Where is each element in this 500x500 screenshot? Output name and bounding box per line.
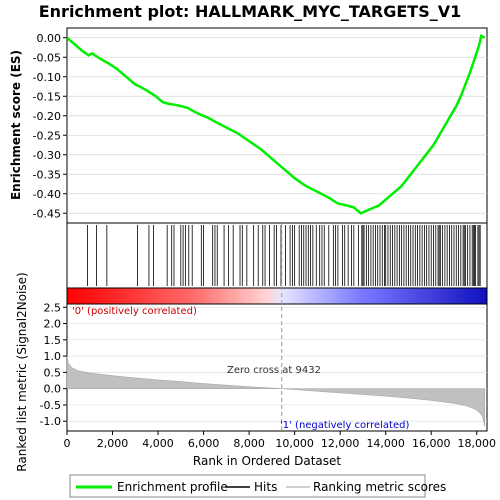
hits-panel-frame xyxy=(66,222,488,289)
es-y-tick-label: -0.45 xyxy=(33,207,61,220)
es-gridlines xyxy=(67,37,487,214)
metric-y-tick-label: -0.5 xyxy=(40,399,61,412)
es-y-tick-label: -0.10 xyxy=(33,71,61,84)
es-y-tick-label: -0.25 xyxy=(33,129,61,142)
metric-panel: 2.5 2.0 1.5 1.0 0.5 0.0 -0.5 -1.0 0 2,000 4,000 6,… xyxy=(15,223,496,472)
es-y-axis: 0.00 -0.05 -0.10 -0.15 -0.20 -0.25 -0.30 -0.35 -… xyxy=(33,32,67,220)
x-tick-label: 2,000 xyxy=(97,437,129,450)
chart-title: Enrichment plot: HALLMARK_MYC_TARGETS_V1 xyxy=(39,2,462,21)
legend-label-hits: Hits xyxy=(254,480,277,494)
es-y-tick-label: -0.15 xyxy=(33,90,61,103)
x-tick-label: 8,000 xyxy=(233,437,265,450)
es-y-tick-label: -0.35 xyxy=(33,168,61,181)
hits-lines xyxy=(87,225,481,286)
es-panel-frame xyxy=(66,27,488,224)
x-tick-label: 12,000 xyxy=(321,437,360,450)
zero-cross-label: Zero cross at 9432 xyxy=(227,365,321,376)
x-tick-label: 0 xyxy=(64,437,71,450)
ranking-metric-area xyxy=(66,356,485,427)
metric-x-axis: 0 2,000 4,000 6,000 8,000 10,000 12,000 14,000 1… xyxy=(64,431,497,450)
es-y-tick-label: -0.20 xyxy=(33,110,61,123)
es-y-tick-label: -0.30 xyxy=(33,149,61,162)
es-y-axis-label: Enrichment score (ES) xyxy=(9,50,23,200)
es-y-tick-label: -0.40 xyxy=(33,188,61,201)
x-tick-label: 16,000 xyxy=(412,437,451,450)
es-panel: 0.00 -0.05 -0.10 -0.15 -0.20 -0.25 -0.30 -0.35 -… xyxy=(9,27,488,224)
x-tick-label: 6,000 xyxy=(188,437,220,450)
x-axis-label: Rank in Ordered Dataset xyxy=(193,454,341,468)
metric-y-axis: 2.5 2.0 1.5 1.0 0.5 0.0 -0.5 -1.0 xyxy=(40,301,67,428)
es-y-tick-label: 0.00 xyxy=(37,32,62,45)
metric-y-tick-label: 2.0 xyxy=(44,318,62,331)
metric-y-tick-label: 0.5 xyxy=(44,366,62,379)
rank-color-bar xyxy=(66,287,488,305)
legend-frame xyxy=(69,474,426,498)
x-tick-label: 14,000 xyxy=(366,437,405,450)
legend: Enrichment profile Hits Ranking metric s… xyxy=(69,474,446,498)
metric-y-tick-label: 1.5 xyxy=(44,334,62,347)
metric-y-tick-label: 2.5 xyxy=(44,301,62,314)
metric-y-tick-label: -1.0 xyxy=(40,415,61,428)
legend-label-enrichment-profile: Enrichment profile xyxy=(117,480,228,494)
enrichment-profile-line xyxy=(66,33,486,215)
metric-y-tick-label: 1.0 xyxy=(44,350,62,363)
x-tick-label: 10,000 xyxy=(275,437,314,450)
x-tick-label: 4,000 xyxy=(142,437,174,450)
es-y-tick-label: -0.05 xyxy=(33,51,61,64)
metric-y-axis-label: Ranked list metric (Signal2Noise) xyxy=(15,272,29,471)
hits-panel xyxy=(66,222,488,289)
metric-y-tick-label: 0.0 xyxy=(44,383,62,396)
metric-panel-frame xyxy=(66,303,488,432)
rank-gradient xyxy=(66,287,488,305)
negative-label: '1' (negatively correlated) xyxy=(280,420,409,431)
positive-label: '0' (positively correlated) xyxy=(72,306,197,317)
x-tick-label: 18,000 xyxy=(458,437,497,450)
legend-label-ranking-metric: Ranking metric scores xyxy=(313,480,446,494)
